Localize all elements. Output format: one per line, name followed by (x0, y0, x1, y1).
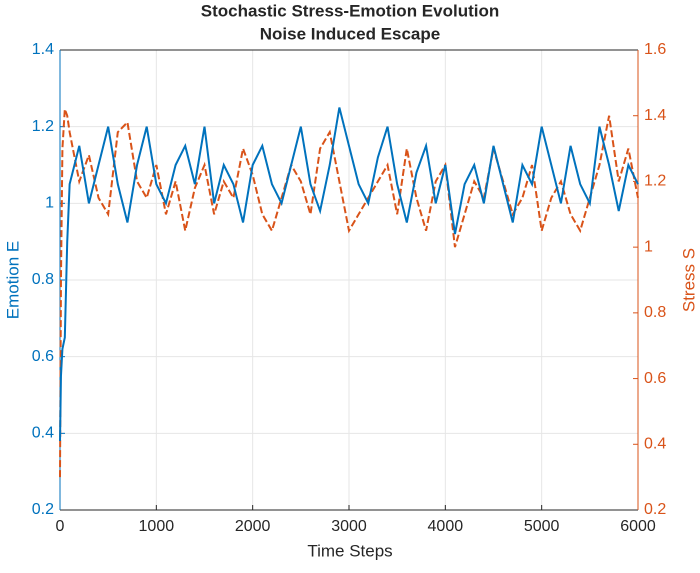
y-tick-label: 0.6 (32, 348, 54, 365)
series-line (59, 108, 639, 478)
y2-tick-label: 0.2 (644, 501, 666, 518)
y-tick-label: 0.4 (32, 425, 54, 442)
x-tick-label: 3000 (331, 518, 367, 535)
x-axis-label: Time Steps (307, 541, 392, 560)
y-tick-label: 0.8 (32, 271, 54, 288)
chart-subtitle: Noise Induced Escape (260, 24, 440, 43)
y2-tick-label: 1.4 (644, 107, 666, 124)
y2-tick-label: 0.4 (644, 436, 666, 453)
x-tick-label: 5000 (524, 518, 560, 535)
y2-tick-label: 0.6 (644, 370, 666, 387)
x-tick-label: 0 (56, 518, 65, 535)
x-tick-label: 6000 (620, 518, 656, 535)
y2-tick-label: 0.8 (644, 304, 666, 321)
y-axis-label: Emotion E (3, 241, 22, 319)
y-tick-label: 1 (45, 195, 54, 212)
x-tick-label: 1000 (139, 518, 175, 535)
y-tick-label: 1.4 (32, 41, 54, 58)
y2-tick-label: 1.2 (644, 173, 666, 190)
series-line (59, 107, 639, 442)
y-tick-label: 0.2 (32, 501, 54, 518)
chart-title: Stochastic Stress-Emotion Evolution (201, 1, 500, 20)
x-tick-label: 2000 (235, 518, 271, 535)
y2-tick-label: 1.6 (644, 41, 666, 58)
x-tick-label: 4000 (428, 518, 464, 535)
y2-tick-label: 1 (644, 238, 653, 255)
y-tick-label: 1.2 (32, 118, 54, 135)
y2-axis-label: Stress S (679, 248, 698, 312)
